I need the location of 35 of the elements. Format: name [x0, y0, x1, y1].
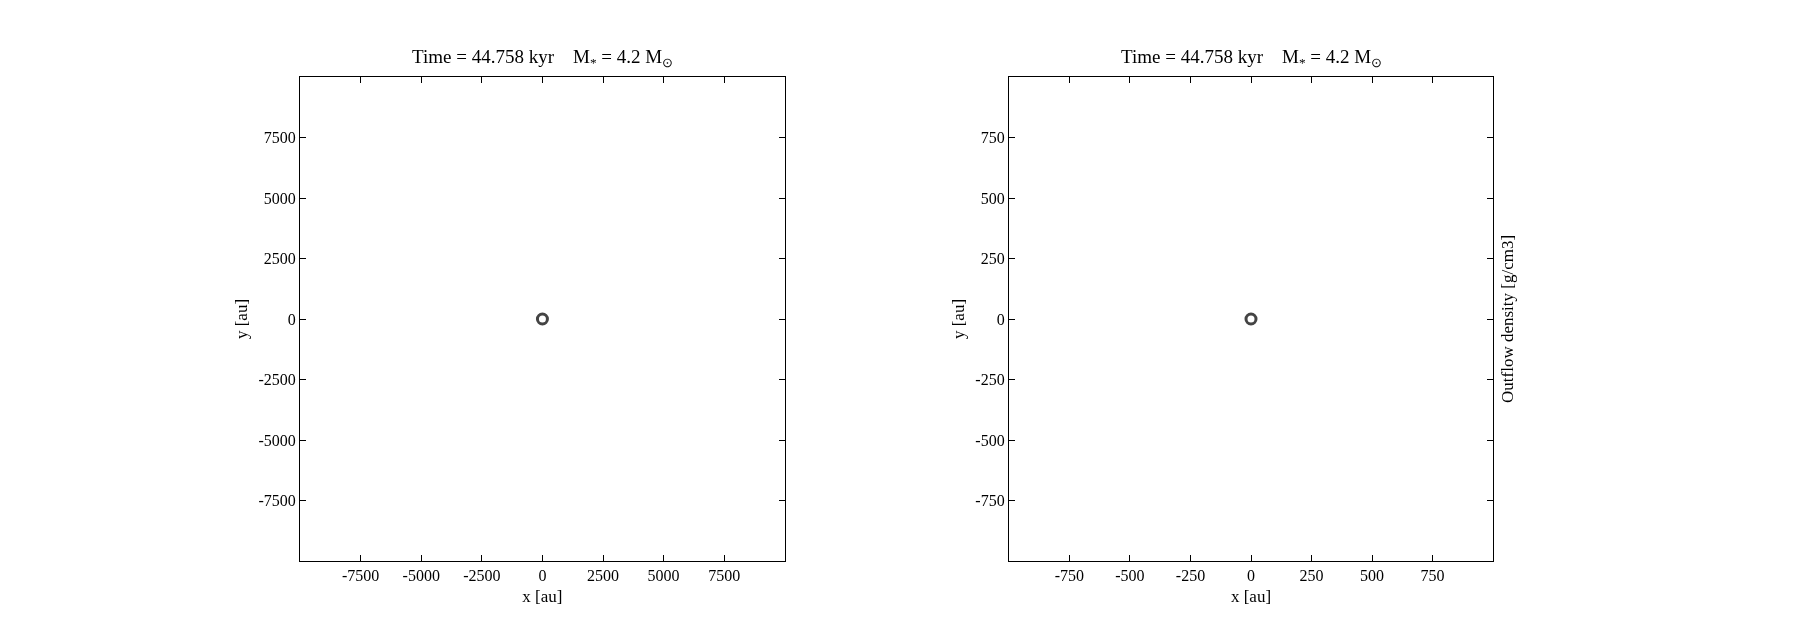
x-tick-label: 7500 — [708, 567, 741, 585]
y-tick-label: 2500 — [263, 250, 296, 268]
y-axis-title: y [au] — [948, 298, 968, 340]
x-tick-label: 0 — [538, 567, 547, 585]
y-tick-label: -2500 — [258, 371, 296, 389]
y-tick-label: -750 — [975, 492, 1005, 510]
y-tick-label: 0 — [287, 310, 296, 328]
x-axis-title: x [au] — [1230, 586, 1272, 606]
y-tick-label: -250 — [975, 371, 1005, 389]
chart-title: Time = 44.758 kyr M$_{*}$ = 4.2 M$_{⊙}$ — [1121, 46, 1383, 70]
x-tick-label: -7500 — [341, 567, 380, 585]
x-axis-title: x [au] — [522, 586, 563, 606]
x-tick-label: -5000 — [402, 567, 440, 585]
x-tick-label: 2500 — [587, 567, 620, 585]
y-tick-label: 750 — [980, 129, 1005, 147]
x-tick-label: -500 — [1115, 567, 1145, 585]
x-tick-label: -250 — [1175, 567, 1206, 585]
x-tick-label: 5000 — [647, 567, 680, 585]
x-tick-label: 250 — [1299, 567, 1324, 585]
y-axis-title: y [au] — [232, 298, 252, 340]
y-tick-label: 7500 — [263, 129, 296, 147]
y-tick-label: -7500 — [258, 492, 296, 510]
y-tick-label: 500 — [980, 189, 1005, 207]
color-bar-title: Outflow density [g/cm3] — [1497, 234, 1517, 403]
y-tick-label: -5000 — [258, 431, 296, 449]
x-tick-label: 500 — [1360, 567, 1385, 585]
y-tick-label: 5000 — [263, 189, 296, 207]
y-tick-label: 250 — [980, 250, 1005, 268]
x-tick-label: 0 — [1247, 567, 1255, 585]
chart-title: Time = 44.758 kyr M$_{*}$ = 4.2 M$_{⊙}$ — [412, 46, 674, 70]
y-tick-label: 0 — [996, 310, 1005, 328]
x-tick-label: -750 — [1054, 567, 1085, 585]
x-tick-label: 750 — [1420, 567, 1445, 585]
y-tick-label: -500 — [975, 431, 1005, 449]
x-tick-label: -2500 — [463, 567, 501, 585]
